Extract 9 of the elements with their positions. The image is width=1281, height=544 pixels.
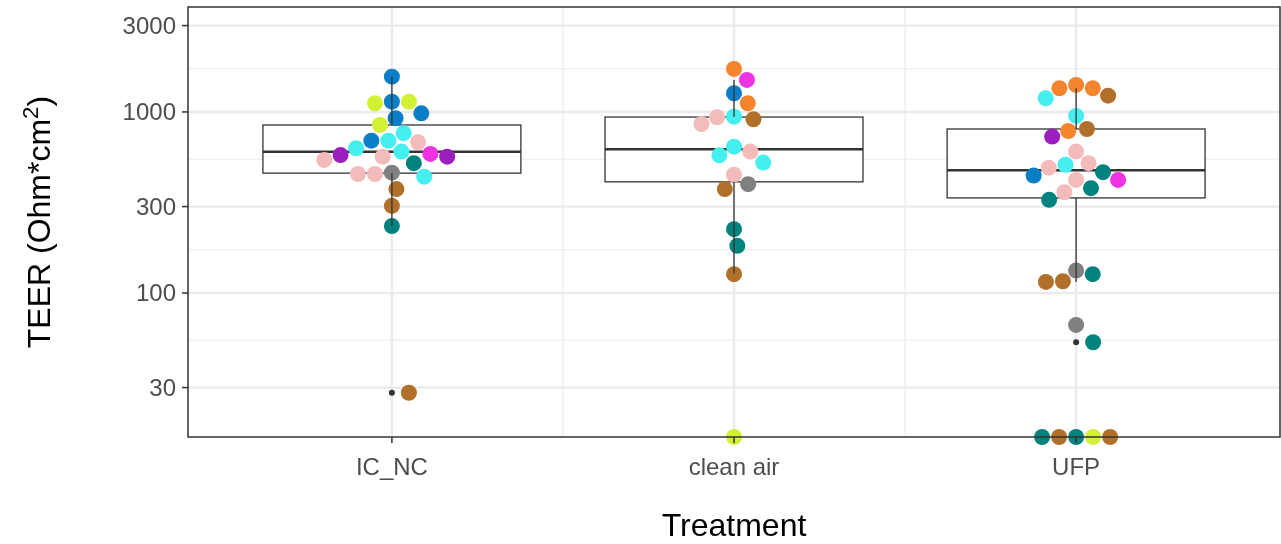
x-tick-label: IC_NC <box>355 453 428 480</box>
x-axis-title: Treatment <box>661 507 807 543</box>
x-tick-label: clean air <box>688 453 780 480</box>
y-tick-label: 30 <box>149 373 176 401</box>
y-tick-label: 100 <box>135 279 176 307</box>
y-tick-label: 300 <box>135 192 176 220</box>
x-tick-label: UFP <box>1052 453 1101 480</box>
y-tick-label: 3000 <box>122 11 176 39</box>
y-tick-label: 1000 <box>122 98 176 126</box>
